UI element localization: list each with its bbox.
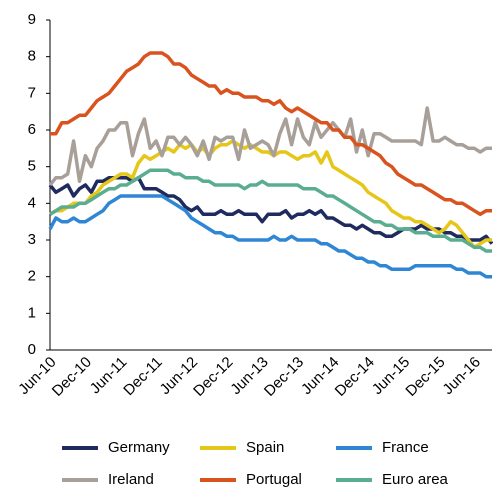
y-tick-label: 3 — [28, 231, 36, 248]
y-tick-label: 5 — [28, 158, 36, 175]
legend-label: Spain — [246, 439, 284, 456]
series-line — [50, 51, 492, 217]
x-tick-label: Dec-15 — [402, 354, 448, 400]
x-tick-label: Dec-13 — [261, 354, 307, 400]
y-tick-label: 1 — [28, 304, 36, 321]
series-line — [48, 194, 492, 279]
series-line — [48, 175, 493, 245]
y-tick-label: 8 — [28, 48, 36, 65]
x-tick-label: Dec-12 — [190, 354, 236, 400]
x-tick-label: Dec-14 — [332, 354, 378, 400]
y-tick-label: 4 — [28, 194, 36, 211]
x-tick-label: Jun-16 — [439, 354, 483, 398]
x-tick-label: Dec-10 — [49, 354, 95, 400]
legend-label: Portugal — [246, 471, 302, 488]
series-line — [49, 168, 492, 253]
series-line — [48, 106, 492, 187]
y-tick-label: 7 — [28, 84, 36, 101]
x-tick-label: Dec-11 — [120, 354, 165, 399]
legend-label: Germany — [108, 439, 170, 456]
y-tick-label: 2 — [28, 268, 36, 285]
legend-label: Euro area — [382, 471, 449, 488]
y-tick-label: 6 — [28, 121, 36, 138]
y-tick-label: 0 — [28, 341, 36, 358]
legend-label: France — [382, 439, 429, 456]
legend-label: Ireland — [108, 471, 154, 488]
y-tick-label: 9 — [28, 11, 36, 28]
